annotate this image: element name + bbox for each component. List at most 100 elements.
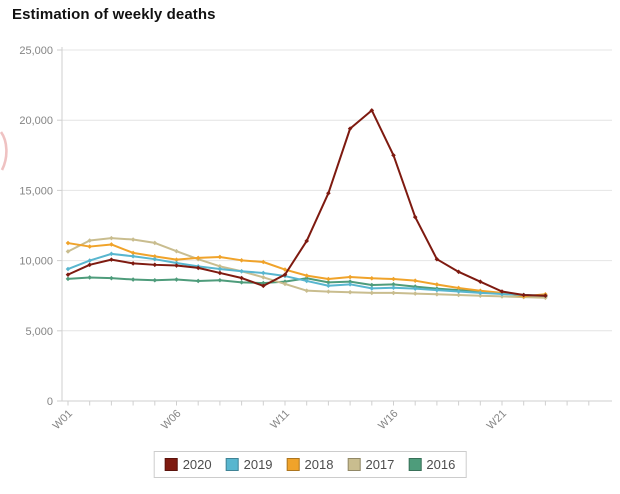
data-point-marker-2020[interactable] [130, 261, 136, 266]
data-point-marker-2016[interactable] [87, 275, 92, 280]
data-point-marker-2018[interactable] [326, 276, 331, 282]
data-point-marker-2020[interactable] [347, 126, 353, 131]
data-point-marker-2018[interactable] [109, 242, 114, 247]
data-point-marker-2019[interactable] [65, 266, 71, 272]
data-point-marker-2018[interactable] [239, 258, 244, 263]
data-point-marker-2017[interactable] [152, 240, 158, 246]
data-point-marker-2020[interactable] [369, 108, 375, 113]
data-point-marker-2018[interactable] [174, 257, 179, 262]
legend-item-2020[interactable]: 2020 [164, 457, 212, 472]
data-point-marker-2016[interactable] [261, 280, 266, 286]
data-point-marker-2020[interactable] [326, 190, 331, 196]
data-point-marker-2017[interactable] [109, 235, 114, 241]
data-point-marker-2019[interactable] [478, 290, 483, 296]
data-point-marker-2019[interactable] [174, 260, 179, 266]
data-point-marker-2018[interactable] [282, 267, 288, 272]
data-point-marker-2018[interactable] [217, 254, 223, 260]
data-point-marker-2020[interactable] [456, 269, 461, 275]
data-point-marker-2019[interactable] [347, 282, 353, 287]
data-point-marker-2018[interactable] [195, 255, 201, 261]
data-point-marker-2020[interactable] [521, 292, 526, 298]
data-point-marker-2017[interactable] [87, 238, 92, 243]
data-point-marker-2016[interactable] [195, 278, 201, 284]
data-point-marker-2017[interactable] [499, 294, 505, 299]
data-point-marker-2020[interactable] [239, 275, 244, 281]
data-point-marker-2020[interactable] [391, 153, 396, 158]
data-point-marker-2020[interactable] [282, 272, 288, 277]
data-point-marker-2016[interactable] [369, 282, 375, 288]
data-point-marker-2017[interactable] [412, 291, 418, 296]
data-point-marker-2018[interactable] [65, 240, 71, 246]
data-point-marker-2018[interactable] [130, 250, 136, 256]
data-point-marker-2019[interactable] [412, 286, 418, 291]
data-point-marker-2020[interactable] [217, 270, 223, 276]
data-point-marker-2016[interactable] [347, 279, 353, 284]
data-point-marker-2018[interactable] [434, 282, 440, 287]
data-point-marker-2017[interactable] [369, 290, 375, 296]
data-point-marker-2019[interactable] [434, 287, 440, 293]
data-point-marker-2017[interactable] [282, 281, 288, 287]
data-point-marker-2019[interactable] [261, 270, 266, 276]
data-point-marker-2018[interactable] [304, 273, 309, 278]
data-point-marker-2020[interactable] [434, 256, 440, 262]
data-point-marker-2016[interactable] [326, 280, 331, 285]
data-point-marker-2018[interactable] [456, 285, 461, 291]
data-point-marker-2019[interactable] [130, 253, 136, 259]
data-point-marker-2019[interactable] [391, 285, 396, 290]
data-point-marker-2018[interactable] [261, 259, 266, 265]
data-point-marker-2019[interactable] [304, 278, 309, 284]
data-point-marker-2017[interactable] [261, 275, 266, 280]
data-point-marker-2020[interactable] [543, 293, 548, 298]
data-point-marker-2020[interactable] [65, 272, 71, 277]
data-point-marker-2016[interactable] [65, 276, 71, 282]
data-point-marker-2017[interactable] [456, 292, 461, 298]
data-point-marker-2017[interactable] [347, 289, 353, 295]
data-point-marker-2018[interactable] [391, 276, 396, 282]
data-point-marker-2018[interactable] [87, 244, 92, 249]
data-point-marker-2016[interactable] [239, 280, 244, 285]
data-point-marker-2020[interactable] [152, 262, 158, 268]
data-point-marker-2017[interactable] [65, 249, 71, 254]
data-point-marker-2018[interactable] [152, 254, 158, 259]
data-point-marker-2018[interactable] [347, 274, 353, 280]
data-point-marker-2020[interactable] [195, 265, 201, 271]
data-point-marker-2020[interactable] [261, 283, 266, 289]
data-point-marker-2017[interactable] [391, 290, 396, 296]
data-point-marker-2016[interactable] [109, 275, 114, 281]
data-point-marker-2019[interactable] [217, 266, 223, 272]
data-point-marker-2016[interactable] [304, 275, 309, 281]
data-point-marker-2019[interactable] [499, 291, 505, 297]
legend-item-2017[interactable]: 2017 [347, 457, 394, 472]
data-point-marker-2016[interactable] [130, 277, 136, 282]
data-point-marker-2019[interactable] [456, 289, 461, 294]
legend-item-2016[interactable]: 2016 [408, 457, 455, 472]
data-point-marker-2020[interactable] [412, 214, 418, 220]
data-point-marker-2016[interactable] [391, 282, 396, 287]
data-point-marker-2020[interactable] [109, 257, 114, 262]
data-point-marker-2020[interactable] [304, 238, 309, 244]
data-point-marker-2019[interactable] [152, 256, 158, 262]
data-point-marker-2018[interactable] [412, 278, 418, 283]
data-point-marker-2019[interactable] [87, 258, 92, 263]
data-point-marker-2020[interactable] [87, 262, 92, 268]
legend-item-2019[interactable]: 2019 [225, 457, 273, 472]
data-point-marker-2017[interactable] [174, 248, 179, 254]
data-point-marker-2017[interactable] [434, 291, 440, 297]
data-point-marker-2020[interactable] [478, 279, 483, 284]
series-line-2020[interactable] [67, 109, 547, 297]
data-point-marker-2017[interactable] [478, 293, 483, 298]
data-point-marker-2019[interactable] [239, 268, 244, 274]
data-point-marker-2017[interactable] [130, 237, 136, 242]
data-point-marker-2018[interactable] [369, 275, 375, 281]
data-point-marker-2017[interactable] [326, 289, 331, 294]
data-point-marker-2019[interactable] [109, 251, 114, 257]
data-point-marker-2020[interactable] [499, 289, 505, 294]
data-point-marker-2016[interactable] [152, 277, 158, 283]
data-point-marker-2019[interactable] [369, 286, 375, 291]
data-point-marker-2020[interactable] [174, 263, 179, 268]
data-point-marker-2016[interactable] [174, 277, 179, 282]
data-point-marker-2016[interactable] [217, 277, 223, 283]
data-point-marker-2017[interactable] [217, 264, 223, 269]
data-point-marker-2017[interactable] [304, 288, 309, 293]
legend-item-2018[interactable]: 2018 [286, 457, 333, 472]
